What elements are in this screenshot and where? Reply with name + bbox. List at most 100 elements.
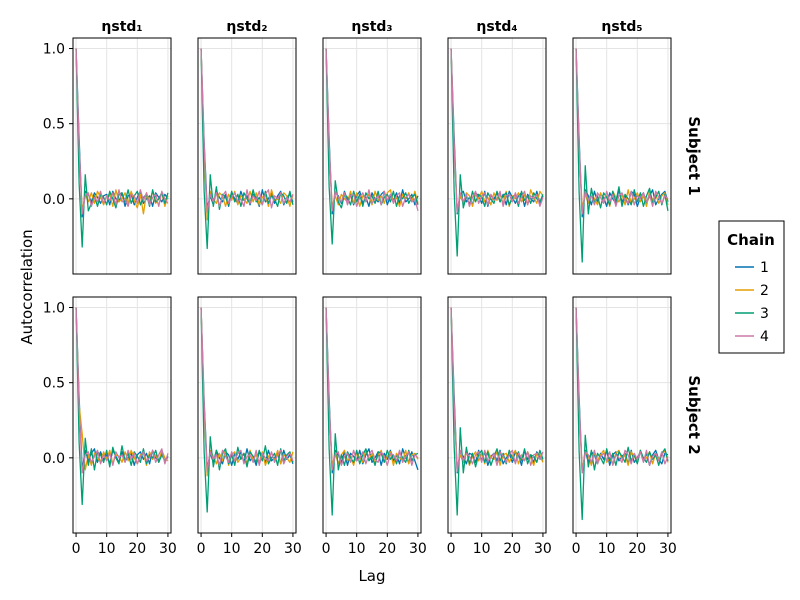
panel-frame [322,296,422,534]
legend-title: Chain [727,231,775,249]
series-line-chain-3 [200,48,294,250]
x-tick-label: 10 [348,541,366,557]
series-line-chain-1 [575,307,669,474]
y-tick-label: 0.5 [43,376,65,392]
series-line-chain-3 [325,48,419,245]
y-tick-label: 1.0 [43,42,65,58]
row-label: Subject 2 [685,375,703,454]
y-axis-label: Autocorrelation [18,229,36,344]
series-line-chain-4 [325,307,419,471]
panel-frame [197,296,297,534]
series-line-chain-2 [575,307,669,471]
panel-frame [447,296,547,534]
series-line-chain-4 [200,48,294,214]
legend-entries: 1 2 3 4 [735,260,769,345]
panel-frame [72,37,172,275]
x-tick-label: 0 [572,541,581,557]
panel-r2-c5: 0 10 20 30 Subject 2 [572,296,703,557]
series-line-chain-2 [325,48,419,208]
panel-r1-c5: ηstd₅ Subject 1 [572,19,703,275]
x-tick-label: 10 [473,541,491,557]
x-tick-label: 20 [128,541,146,557]
legend-label-chain-4: 4 [760,329,769,345]
panel-frame [447,37,547,275]
series-line-chain-1 [200,48,294,209]
x-tick-label: 20 [378,541,396,557]
legend-frame [718,220,785,354]
series-line-chain-3 [75,48,169,248]
series-line-chain-1 [450,307,544,474]
series-line-chain-3 [450,48,544,257]
panel-r2-c4: 0 10 20 30 [447,296,552,557]
x-tick-label: 0 [447,541,456,557]
row-label: Subject 1 [685,116,703,195]
axis-labels-layer: Autocorrelation Lag [18,229,386,585]
x-tick-label: 10 [98,541,116,557]
series-line-chain-1 [325,307,419,474]
column-title: ηstd₂ [226,19,267,35]
series-line-chain-4 [325,48,419,212]
series-line-chain-4 [575,307,669,474]
panel-frame [197,37,297,275]
panel-frame [572,296,672,534]
x-tick-label: 0 [197,541,206,557]
series-line-chain-4 [575,48,669,215]
panel-r1-c2: ηstd₂ [197,19,297,275]
column-title: ηstd₁ [101,19,142,35]
x-tick-label: 30 [409,541,427,557]
panel-frame [572,37,672,275]
x-tick-label: 0 [72,541,81,557]
series-line-chain-4 [75,307,169,474]
legend-label-chain-3: 3 [760,306,769,322]
x-tick-label: 20 [253,541,271,557]
panel-r1-c1: 0.0 0.5 1.0 ηstd₁ [43,19,172,275]
panel-r2-c1: 0.0 0.5 1.0 0 10 20 30 [43,296,177,557]
panel-frame [322,37,422,275]
column-title: ηstd₄ [476,19,517,35]
x-tick-label: 30 [284,541,302,557]
series-line-chain-4 [75,48,169,215]
legend-label-chain-1: 1 [760,260,769,276]
x-tick-label: 30 [534,541,552,557]
series-line-chain-2 [575,48,669,209]
series-line-chain-2 [450,307,544,468]
x-tick-label: 30 [659,541,677,557]
x-tick-label: 10 [223,541,241,557]
x-tick-label: 0 [322,541,331,557]
series-line-chain-1 [75,48,169,218]
series-line-chain-2 [450,48,544,211]
series-line-chain-3 [450,307,544,516]
legend: Chain 1 2 3 4 [718,220,785,354]
x-tick-label: 10 [598,541,616,557]
panel-r2-c3: 0 10 20 30 [322,296,427,557]
column-title: ηstd₅ [601,19,642,35]
y-tick-label: 1.0 [43,301,65,317]
panel-r2-c2: 0 10 20 30 [197,296,302,557]
legend-label-chain-2: 2 [760,283,769,299]
column-title: ηstd₃ [351,19,392,35]
series-line-chain-1 [200,307,294,470]
series-line-chain-1 [450,48,544,215]
series-line-chain-1 [325,48,419,215]
panels-layer: 0.0 0.5 1.0 ηstd₁ ηstd₂ ηstd₃ ηstd₄ ηstd₅ Subjec… [43,19,703,557]
x-tick-label: 30 [159,541,177,557]
x-tick-label: 20 [503,541,521,557]
panel-frame [72,296,172,534]
series-line-chain-2 [75,48,169,215]
series-line-chain-4 [450,48,544,214]
series-line-chain-2 [325,307,419,467]
series-line-chain-4 [450,307,544,473]
series-line-chain-1 [575,48,669,218]
y-tick-label: 0.0 [43,192,65,208]
series-line-chain-2 [75,307,169,471]
y-tick-label: 0.5 [43,117,65,133]
series-line-chain-3 [325,307,419,516]
panel-r1-c3: ηstd₃ [322,19,422,275]
series-line-chain-4 [200,307,294,473]
panel-r1-c4: ηstd₄ [447,19,547,275]
y-tick-label: 0.0 [43,451,65,467]
x-axis-label: Lag [358,567,385,585]
x-tick-label: 20 [628,541,646,557]
series-line-chain-3 [75,307,169,506]
